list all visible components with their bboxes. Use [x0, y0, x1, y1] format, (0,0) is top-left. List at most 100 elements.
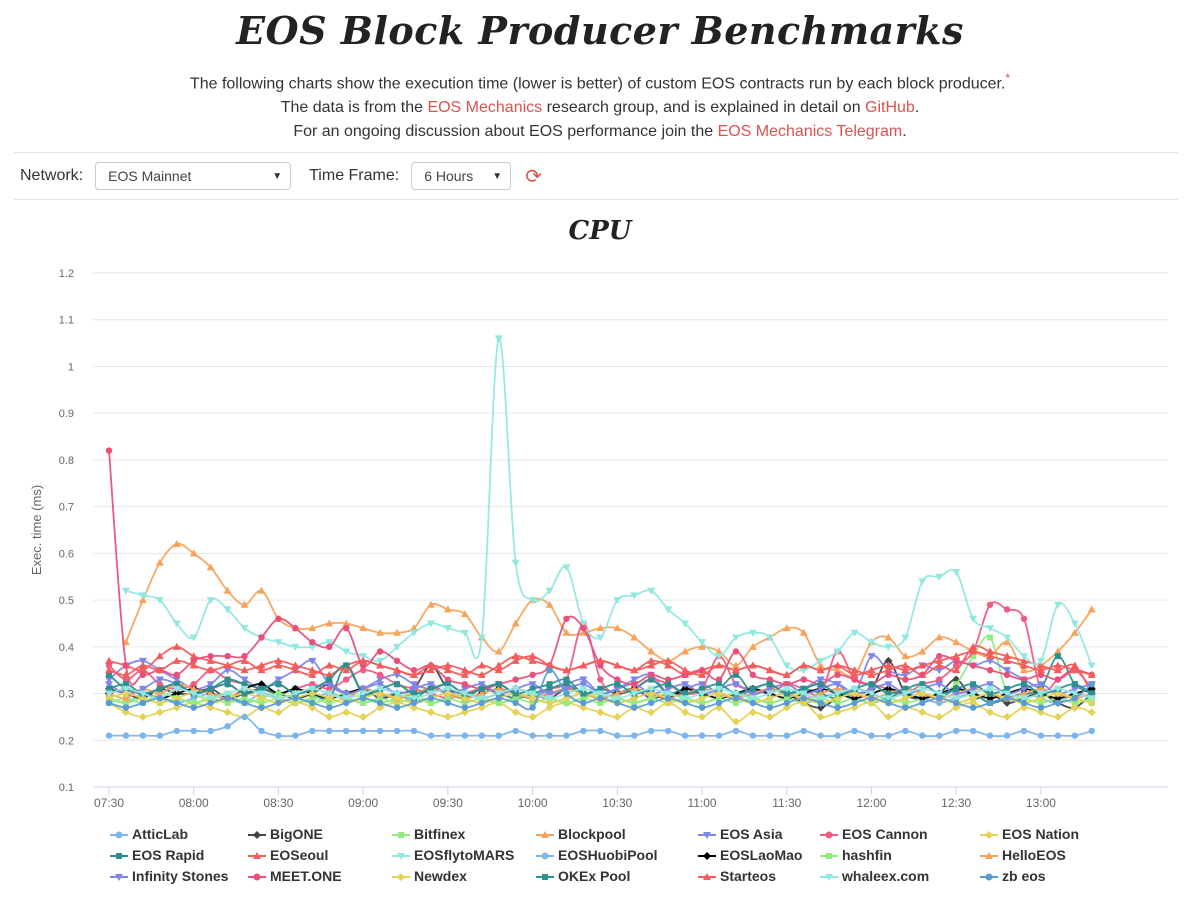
data-point-whaleex-com: [748, 695, 757, 703]
data-point-eoshuobipool: [580, 727, 587, 735]
legend-symbol-icon: [536, 831, 554, 839]
data-point-whaleex-com: [308, 685, 317, 693]
data-point-eosflytomars: [189, 634, 198, 642]
data-point-eosflytomars: [393, 643, 402, 651]
legend-item[interactable]: zb eos: [980, 868, 1046, 884]
legend-item[interactable]: Infinity Stones: [110, 868, 228, 884]
data-point-meet-one: [1020, 676, 1028, 683]
data-point-zb-eos: [529, 704, 536, 711]
data-point-zb-eos: [580, 699, 587, 707]
data-point-blockpool: [359, 624, 368, 632]
data-point-whaleex-com: [325, 690, 334, 698]
data-point-zb-eos: [664, 695, 672, 702]
data-point-starteos: [1087, 670, 1096, 678]
data-point-blockpool: [1003, 638, 1012, 646]
data-point-whaleex-com: [833, 690, 842, 698]
legend-item[interactable]: EOS Asia: [698, 826, 783, 842]
x-tick-label: 11:30: [772, 796, 801, 810]
legend-item[interactable]: EOSeoul: [248, 847, 328, 863]
x-tick-label: 09:30: [433, 796, 463, 810]
telegram-link[interactable]: EOS Mechanics Telegram: [717, 123, 903, 141]
legend-symbol-icon: [980, 852, 998, 860]
data-point-whaleex-com: [969, 690, 978, 698]
legend-item[interactable]: HelloEOS: [980, 847, 1066, 863]
data-point-meet-one: [732, 648, 740, 655]
legend-label: BigONE: [270, 826, 323, 842]
data-point-eoshuobipool: [885, 732, 892, 739]
legend-item[interactable]: Starteos: [698, 868, 776, 884]
legend-item[interactable]: MEET.ONE: [248, 868, 342, 884]
data-point-eosflytomars: [816, 657, 825, 665]
data-point-infinity-stones: [426, 681, 435, 689]
data-point-meet-one: [902, 676, 909, 683]
data-point-infinity-stones: [409, 685, 418, 693]
legend-label: OKEx Pool: [558, 868, 631, 884]
legend-item[interactable]: EOSHuobiPool: [536, 847, 658, 863]
data-point-eos-nation: [935, 712, 944, 721]
data-point-bitfinex: [360, 699, 367, 706]
data-point-eos-asia: [1003, 667, 1012, 675]
data-point-eos-cannon: [1003, 606, 1011, 613]
data-point-okex-pool: [207, 685, 214, 692]
data-point-hashfin: [631, 699, 638, 706]
y-tick-label: 1: [68, 361, 74, 373]
data-point-whaleex-com: [172, 685, 181, 693]
legend-item[interactable]: EOS Nation: [980, 826, 1079, 842]
data-point-blockpool: [409, 624, 418, 632]
legend-item[interactable]: EOS Cannon: [820, 826, 928, 842]
legend-item[interactable]: whaleex.com: [820, 868, 929, 884]
series-line-meet-one: [108, 450, 1093, 690]
legend-label: EOSHuobiPool: [558, 847, 658, 863]
data-point-zb-eos: [969, 704, 977, 711]
footnote-star[interactable]: *: [1005, 71, 1011, 85]
data-point-blockpool: [748, 642, 757, 650]
network-select[interactable]: EOS Mainnet ▼: [95, 162, 292, 190]
data-point-meet-one: [105, 447, 113, 454]
data-point-whaleex-com: [952, 695, 961, 703]
data-point-eoseoul: [138, 666, 147, 674]
data-point-okex-pool: [665, 681, 672, 688]
data-point-eoseoul: [1019, 656, 1028, 664]
legend-label: EOS Nation: [1002, 826, 1080, 842]
data-point-zb-eos: [817, 699, 824, 707]
data-point-eosflytomars: [1003, 634, 1012, 642]
data-point-whaleex-com: [1053, 685, 1062, 693]
legend-symbol-icon: [820, 853, 838, 860]
data-point-meet-one: [326, 643, 333, 651]
legend-item[interactable]: EOSflytoMARS: [392, 847, 514, 863]
data-point-bitfinex: [987, 634, 994, 641]
legend-item[interactable]: hashfin: [820, 847, 892, 863]
data-point-meet-one: [885, 671, 892, 679]
refresh-icon[interactable]: ⟳: [525, 165, 542, 188]
data-point-eosflytomars: [969, 615, 978, 623]
data-point-meet-one: [563, 615, 570, 622]
legend-item[interactable]: Newdex: [392, 868, 467, 884]
legend-item[interactable]: EOSLaoMao: [698, 847, 802, 863]
data-point-blockpool: [308, 624, 317, 632]
data-point-meet-one: [1054, 676, 1062, 683]
data-point-eos-cannon: [343, 676, 350, 683]
data-point-eos-asia: [409, 681, 418, 689]
data-point-zb-eos: [495, 695, 502, 702]
legend-item[interactable]: Bitfinex: [392, 826, 465, 842]
legend-item[interactable]: BigONE: [248, 826, 323, 842]
data-point-meet-one: [139, 671, 147, 679]
eos-mechanics-link[interactable]: EOS Mechanics: [427, 99, 543, 117]
legend-item[interactable]: AtticLab: [110, 826, 188, 842]
timeframe-select[interactable]: 6 Hours ▼: [411, 162, 512, 190]
data-point-eos-nation: [426, 708, 435, 717]
data-point-eoshuobipool: [190, 727, 197, 735]
legend-label: Infinity Stones: [132, 868, 229, 884]
data-point-eos-nation: [1087, 708, 1096, 717]
data-point-meet-one: [173, 671, 180, 679]
legend-item[interactable]: OKEx Pool: [536, 868, 630, 884]
github-link[interactable]: GitHub: [865, 99, 915, 117]
data-point-hashfin: [190, 699, 197, 706]
data-point-blockpool: [1019, 666, 1028, 674]
legend-item[interactable]: Blockpool: [536, 826, 626, 842]
data-point-whaleex-com: [901, 690, 910, 698]
data-point-zb-eos: [732, 695, 740, 702]
data-point-okex-pool: [817, 681, 824, 688]
legend-item[interactable]: EOS Rapid: [110, 847, 204, 863]
data-point-newdex: [698, 694, 707, 703]
